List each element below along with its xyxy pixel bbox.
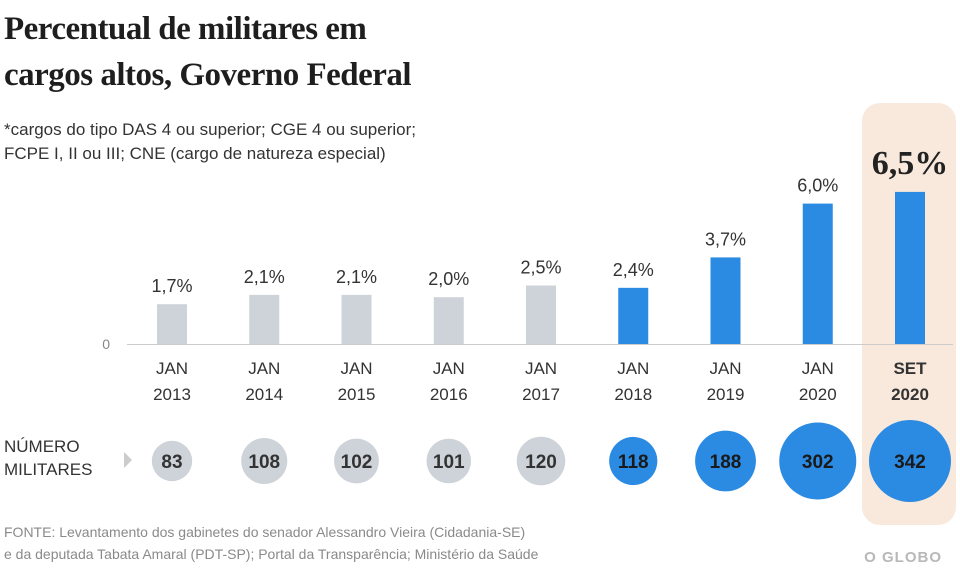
military-count-bubble bbox=[334, 438, 379, 484]
x-tick-label-month: JAN bbox=[525, 359, 557, 378]
title-line-1: Percentual de militares em bbox=[4, 11, 367, 47]
data-label: 6,5% bbox=[872, 145, 949, 182]
x-tick-label-year: 2014 bbox=[245, 385, 283, 404]
x-tick-label-year: 2018 bbox=[614, 385, 652, 404]
military-count-bubble bbox=[869, 420, 951, 502]
military-count-bubble bbox=[426, 438, 472, 484]
x-tick-label-year: 2015 bbox=[338, 385, 376, 404]
bar bbox=[802, 203, 833, 344]
military-count-value: 108 bbox=[248, 452, 280, 473]
bar bbox=[341, 294, 372, 344]
source-line-2: e da deputada Tabata Amaral (PDT-SP); Po… bbox=[4, 546, 539, 562]
military-count-label-line-1: NÚMERO bbox=[4, 437, 80, 456]
x-tick-label-year: 2020 bbox=[799, 385, 837, 404]
military-count-value: 302 bbox=[802, 452, 834, 473]
row-arrow-icon bbox=[124, 452, 132, 468]
y-axis-zero-label: 0 bbox=[102, 336, 110, 352]
bar bbox=[618, 287, 649, 344]
x-tick-label-month: JAN bbox=[802, 359, 834, 378]
x-tick-label-month: JAN bbox=[709, 359, 741, 378]
x-tick-label-month: JAN bbox=[156, 359, 188, 378]
military-count-value: 101 bbox=[433, 452, 465, 473]
military-count-bubble bbox=[695, 430, 756, 492]
footnote-line-2: FCPE I, II ou III; CNE (cargo de naturez… bbox=[4, 144, 386, 163]
x-tick-label-month: JAN bbox=[433, 359, 465, 378]
x-tick-label-year: 2019 bbox=[707, 385, 745, 404]
chart-title: Percentual de militares em cargos altos,… bbox=[4, 6, 412, 98]
military-count-value: 102 bbox=[341, 452, 373, 473]
bar bbox=[157, 304, 187, 344]
military-count-bubble bbox=[516, 436, 566, 486]
bar bbox=[895, 191, 925, 344]
military-count-label-line-2: MILITARES bbox=[4, 460, 92, 479]
military-count-value: 120 bbox=[525, 452, 557, 473]
military-count-value: 188 bbox=[710, 452, 742, 473]
x-tick-label-month: JAN bbox=[248, 359, 280, 378]
bar bbox=[526, 285, 556, 344]
bar bbox=[249, 294, 280, 344]
x-tick-label-month: SET bbox=[893, 359, 927, 378]
x-tick-label-month: JAN bbox=[617, 359, 649, 378]
x-tick-label-year: 2017 bbox=[522, 385, 560, 404]
data-label: 2,1% bbox=[244, 267, 285, 287]
source-line-1: FONTE: Levantamento dos gabinetes do sen… bbox=[4, 524, 526, 540]
brand-logo: O GLOBO bbox=[864, 549, 942, 566]
bar bbox=[710, 257, 741, 344]
bar bbox=[433, 297, 464, 344]
data-label: 2,0% bbox=[428, 269, 469, 289]
military-count-bubble bbox=[151, 440, 193, 482]
data-label: 1,7% bbox=[151, 276, 192, 296]
military-count-bubble bbox=[241, 437, 288, 485]
data-label: 2,5% bbox=[520, 258, 561, 278]
military-count-bubble bbox=[779, 422, 857, 500]
footnote-line-1: *cargos do tipo DAS 4 ou superior; CGE 4… bbox=[4, 120, 416, 139]
data-label: 3,7% bbox=[705, 229, 746, 249]
military-count-value: 118 bbox=[618, 452, 649, 473]
x-tick-label-year: 2020 bbox=[891, 385, 929, 404]
x-tick-label-month: JAN bbox=[340, 359, 372, 378]
x-tick-label-year: 2016 bbox=[430, 385, 468, 404]
data-label: 6,0% bbox=[797, 176, 838, 196]
data-label: 2,4% bbox=[613, 260, 654, 280]
military-count-value: 342 bbox=[894, 452, 926, 473]
military-count-value: 83 bbox=[161, 452, 182, 473]
data-label: 2,1% bbox=[336, 267, 377, 287]
title-line-2: cargos altos, Governo Federal bbox=[4, 57, 412, 93]
military-count-bubble bbox=[609, 436, 658, 486]
x-tick-label-year: 2013 bbox=[153, 385, 191, 404]
